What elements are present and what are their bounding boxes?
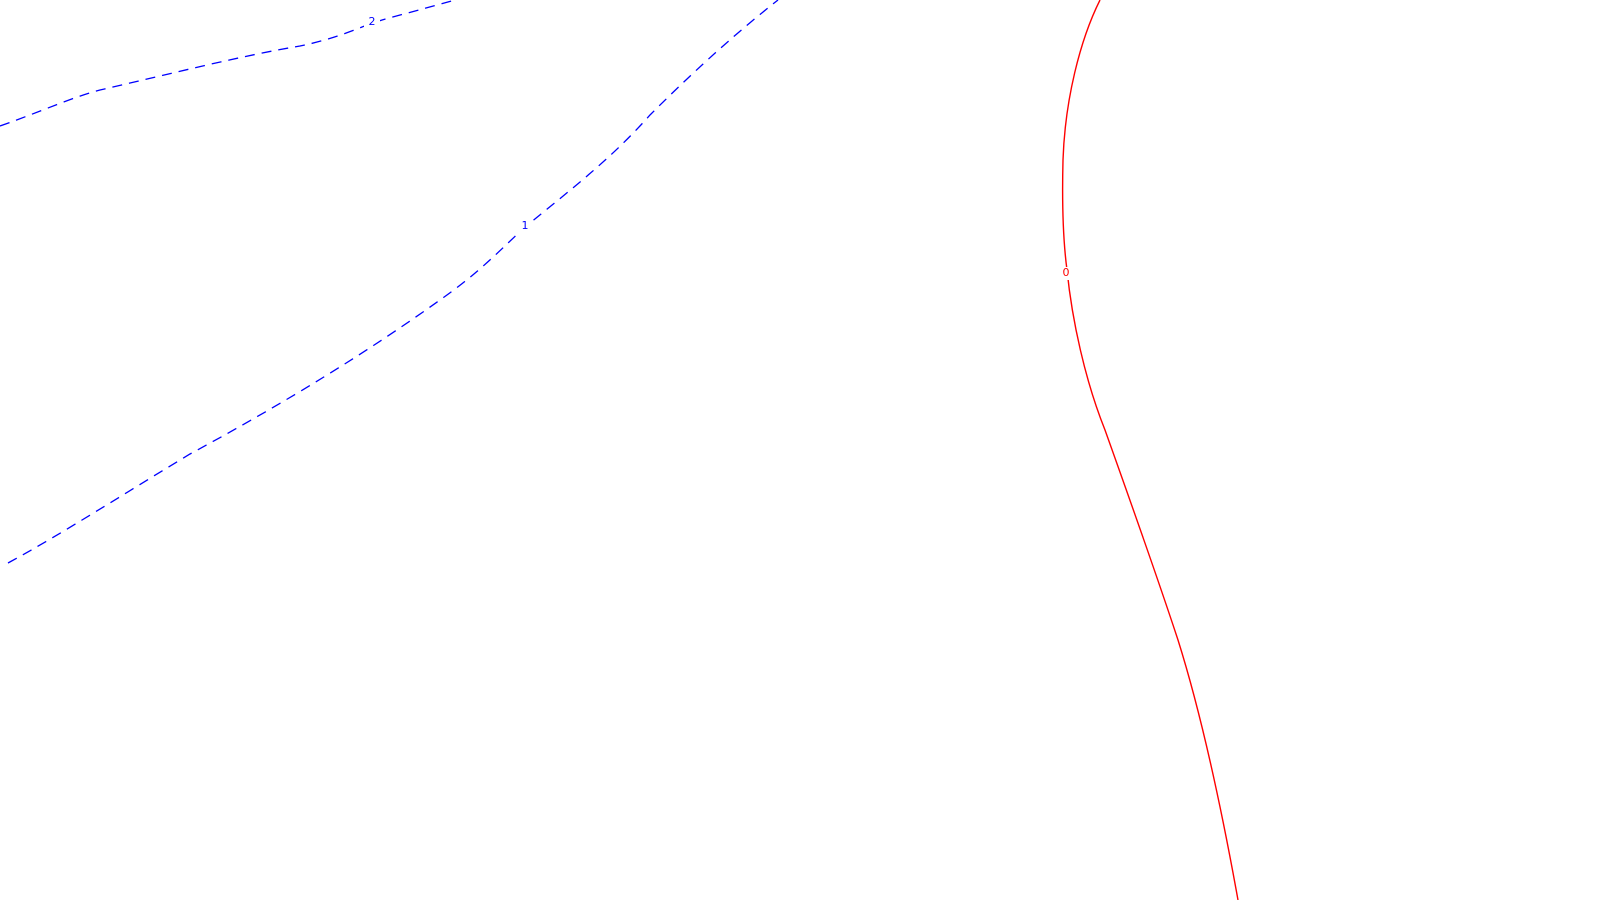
contour-label-0: 0: [1063, 266, 1070, 279]
contour-label-bg-2: [364, 16, 380, 29]
contour-1-group: 1: [7, 0, 779, 564]
contour-label-bg-0: [1060, 267, 1072, 280]
contour-line-1: [7, 0, 779, 564]
contour-label-1: 1: [522, 219, 529, 232]
contour-line-0: [1061, 0, 1239, 900]
contour-label-bg-1: [517, 220, 533, 233]
contour-0-group: 0: [1060, 0, 1239, 900]
contour-line-2: [0, 0, 456, 127]
contour-2-group: 2: [0, 0, 456, 127]
contour-label-2: 2: [369, 15, 376, 28]
